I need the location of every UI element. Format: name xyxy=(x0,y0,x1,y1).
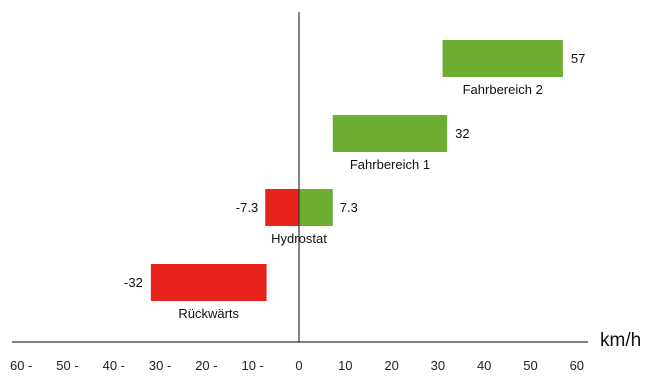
bar-hydrostat-positive xyxy=(299,189,333,226)
bar-fahrbereich-2 xyxy=(442,40,563,77)
bars-group xyxy=(150,40,563,301)
x-tick-label: 10 - xyxy=(241,358,263,373)
x-tick-label: 0 xyxy=(295,358,302,373)
bar-category-label: Fahrbereich 1 xyxy=(350,157,430,172)
x-tick-label: 60 - xyxy=(10,358,32,373)
x-tick-label: 10 xyxy=(338,358,352,373)
x-tick-label: 40 xyxy=(477,358,491,373)
bar-r-ckw-rts xyxy=(150,264,267,301)
value-label: -7.3 xyxy=(236,200,258,215)
labels-group: 57 Fahrbereich 2 32 Fahrbereich 1 -7.3 7.3 Hyd… xyxy=(124,51,585,321)
x-tick-label: 20 - xyxy=(195,358,217,373)
bar-fahrbereich-1 xyxy=(332,115,448,152)
value-label: 7.3 xyxy=(340,200,358,215)
x-tick-label: 30 - xyxy=(149,358,171,373)
x-tick-label: 20 xyxy=(384,358,398,373)
x-tick-label: 30 xyxy=(431,358,445,373)
bar-hydrostat-negative xyxy=(265,189,299,226)
x-tick-label: 50 xyxy=(523,358,537,373)
x-tick-label: 50 - xyxy=(56,358,78,373)
x-tick-label: 40 - xyxy=(103,358,125,373)
bar-category-label: Hydrostat xyxy=(271,231,327,246)
x-axis-unit-label: km/h xyxy=(600,330,641,351)
x-tick-label: 60 xyxy=(570,358,584,373)
x-ticks-group: 60 - 50 - 40 - 30 - 20 - 10 - 0 10 20 30 40 50 60 xyxy=(10,358,584,373)
bar-category-label: Rückwärts xyxy=(178,306,239,321)
bar-category-label: Fahrbereich 2 xyxy=(463,82,543,97)
value-label: 57 xyxy=(571,51,585,66)
value-label: -32 xyxy=(124,275,143,290)
value-label: 32 xyxy=(455,126,469,141)
